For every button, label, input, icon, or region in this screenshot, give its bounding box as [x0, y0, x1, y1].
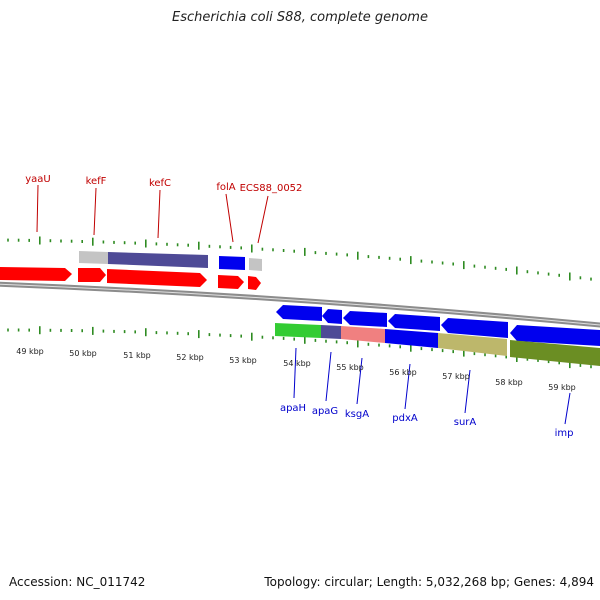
- upper-tick-row: [7, 236, 592, 281]
- reverse-feature-bars: [275, 323, 600, 366]
- gene-arrow-kefc[interactable]: [107, 269, 207, 287]
- gene-arrow-ksga[interactable]: [343, 311, 387, 327]
- gene-label-apag[interactable]: apaG: [312, 406, 338, 417]
- genome-title: Escherichia coli S88, complete genome: [172, 10, 428, 25]
- feature-bar-pdxa[interactable]: [385, 329, 438, 348]
- reverse-strand-genes: [276, 305, 600, 346]
- gene-arrow-imp[interactable]: [510, 325, 600, 346]
- gene-arrow-apag[interactable]: [322, 309, 342, 324]
- forward-strand-genes: [0, 267, 261, 290]
- gene-label-yaau[interactable]: yaaU: [25, 174, 51, 185]
- reverse-gene-labels: apaH apaG ksgA pdxA surA imp: [280, 347, 574, 439]
- gene-arrow-pdxa[interactable]: [388, 314, 440, 331]
- kbp-label: 56 kbp: [389, 368, 417, 377]
- gene-label-sura[interactable]: surA: [454, 417, 477, 428]
- gene-label-ecs88-0052[interactable]: ECS88_0052: [240, 183, 303, 194]
- lower-tick-row: [7, 326, 592, 369]
- feature-bar-fola[interactable]: [219, 256, 245, 270]
- gene-arrow-sura[interactable]: [441, 318, 508, 338]
- genome-summary-text: Topology: circular; Length: 5,032,268 bp…: [264, 575, 594, 589]
- forward-gene-labels: yaaU kefF kefC folA ECS88_0052: [25, 174, 303, 244]
- feature-bar-imp[interactable]: [510, 340, 600, 366]
- gene-label-kefc[interactable]: kefC: [149, 178, 171, 189]
- gene-label-apah[interactable]: apaH: [280, 403, 306, 414]
- kbp-label: 49 kbp: [16, 347, 44, 356]
- gene-arrow-apah[interactable]: [276, 305, 322, 321]
- gene-arrow-fola[interactable]: [218, 275, 244, 289]
- gene-label-ksga[interactable]: ksgA: [345, 409, 369, 420]
- kbp-label: 52 kbp: [176, 353, 204, 362]
- gene-label-keff[interactable]: kefF: [86, 176, 107, 187]
- feature-bar-apag[interactable]: [321, 325, 341, 339]
- feature-bar-ksga[interactable]: [341, 326, 385, 343]
- gene-arrow-ecs88-0052[interactable]: [248, 276, 261, 290]
- feature-bar-keff[interactable]: [79, 251, 108, 264]
- forward-feature-bars: [79, 251, 262, 271]
- kbp-label: 58 kbp: [495, 378, 523, 387]
- kbp-label: 53 kbp: [229, 356, 257, 365]
- kbp-label: 59 kbp: [548, 383, 576, 392]
- feature-bar-apah[interactable]: [275, 323, 321, 338]
- feature-bar-ecs88-0052[interactable]: [249, 258, 262, 271]
- gene-arrow-keff[interactable]: [78, 268, 106, 282]
- gene-arrow-yaau[interactable]: [0, 267, 72, 281]
- feature-bar-kefc[interactable]: [108, 252, 208, 268]
- feature-bar-sura[interactable]: [438, 333, 507, 356]
- kbp-label: 55 kbp: [336, 363, 364, 372]
- kbp-label: 57 kbp: [442, 372, 470, 381]
- gene-label-imp[interactable]: imp: [555, 428, 574, 439]
- kbp-scale-labels: 49 kbp 50 kbp 51 kbp 52 kbp 53 kbp 54 kb…: [16, 347, 576, 392]
- accession-text: Accession: NC_011742: [9, 575, 146, 589]
- kbp-label: 51 kbp: [123, 351, 151, 360]
- gene-label-pdxa[interactable]: pdxA: [392, 413, 418, 424]
- kbp-label: 54 kbp: [283, 359, 311, 368]
- kbp-label: 50 kbp: [69, 349, 97, 358]
- gene-label-fola[interactable]: folA: [216, 182, 235, 193]
